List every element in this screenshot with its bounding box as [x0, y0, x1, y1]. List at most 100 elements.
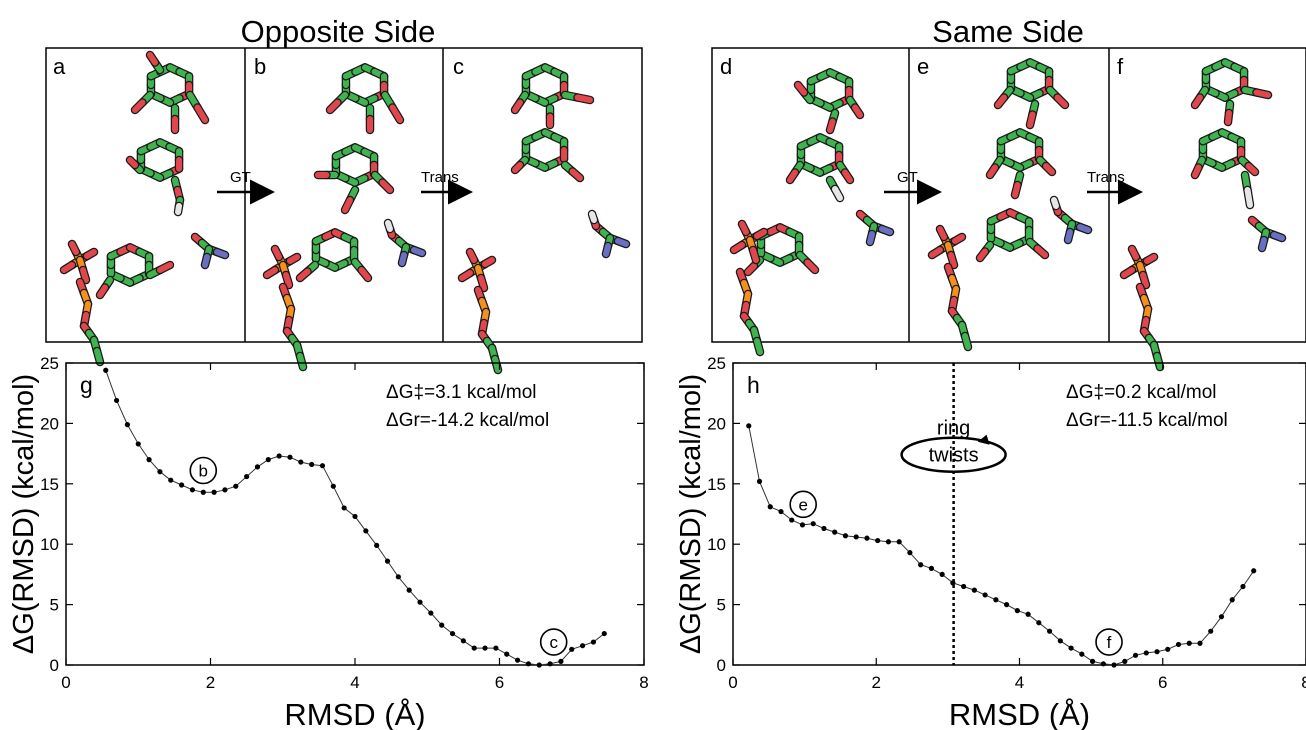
data-point: [993, 597, 999, 603]
data-point: [1025, 611, 1031, 617]
data-point: [189, 487, 196, 493]
data-point: [157, 469, 163, 475]
data-point: [1111, 662, 1117, 668]
arrow-trans-left: Trans: [421, 169, 473, 205]
state-marker-label: f: [1107, 633, 1112, 652]
data-point: [746, 423, 752, 429]
data-point: [276, 453, 282, 459]
x-tick-label: 0: [61, 673, 70, 692]
rotation-arrowhead-icon: [977, 434, 990, 445]
ring-label: ring: [937, 418, 970, 440]
svg-text:Trans: Trans: [1087, 169, 1125, 186]
data-point: [558, 658, 564, 664]
data-point: [767, 504, 773, 510]
y-tick-label: 25: [707, 354, 726, 373]
data-point: [1014, 608, 1020, 614]
y-tick-label: 0: [50, 656, 59, 675]
data-point: [1229, 597, 1235, 603]
data-point: [982, 592, 988, 598]
y-tick-label: 20: [707, 414, 726, 433]
arrow-gt-right: GT: [884, 169, 942, 205]
plot-h: 0 2 4 6 8 0 5 10 15 20 25 RMSD (Å) ΔG(RMSD) (kcal/mo…: [675, 354, 1306, 730]
y-tick-label: 5: [717, 596, 726, 615]
data-point: [374, 542, 380, 549]
molecular-structures: [59, 50, 1287, 375]
data-point: [928, 565, 935, 571]
state-marker-c: [539, 628, 568, 656]
svg-text:Trans: Trans: [421, 169, 459, 186]
data-point: [939, 571, 945, 578]
data-point: [842, 533, 849, 539]
panel-label-e: e: [917, 54, 929, 79]
data-point: [1251, 568, 1257, 574]
data-point: [330, 483, 336, 489]
data-point: [113, 397, 120, 404]
data-point: [135, 441, 141, 447]
data-point: [1122, 658, 1128, 664]
structure-panels-right: d e f: [711, 47, 1306, 343]
barrier-annotation: ΔG‡=0.2 kcal/mol: [1066, 382, 1217, 403]
y-axis-label: ΔG(RMSD) (kcal/mol): [8, 374, 40, 654]
data-point: [756, 478, 763, 484]
data-point: [821, 525, 827, 532]
x-tick-label: 8: [639, 673, 648, 692]
twists-label: twists: [929, 445, 979, 467]
data-point: [569, 646, 575, 652]
y-tick-label: 10: [707, 535, 726, 554]
data-point: [493, 645, 499, 651]
data-point: [233, 483, 239, 489]
data-point: [309, 461, 315, 468]
y-tick-label: 25: [40, 354, 59, 373]
data-point: [1165, 646, 1171, 652]
data-point: [1218, 614, 1225, 620]
x-tick-label: 8: [1301, 673, 1306, 692]
y-tick-label: 15: [40, 475, 59, 494]
data-point: [810, 521, 816, 527]
reaction-annotation: ΔGr=-11.5 kcal/mol: [1066, 410, 1228, 431]
panel-label-a: a: [53, 54, 66, 79]
y-tick-label: 5: [50, 596, 59, 615]
svg-text:GT: GT: [230, 169, 251, 186]
data-point: [482, 645, 488, 651]
data-point: [222, 487, 228, 493]
plot-frame: [732, 362, 1306, 666]
data-point: [1079, 651, 1085, 657]
data-point: [211, 489, 217, 495]
data-point: [319, 463, 326, 469]
data-point: [918, 562, 924, 568]
data-point: [1132, 652, 1139, 658]
data-point: [1089, 658, 1096, 664]
data-point: [1143, 650, 1149, 656]
data-point: [1175, 641, 1182, 648]
data-point: [200, 489, 206, 495]
data-point: [1186, 640, 1192, 646]
panel-label-g: g: [80, 372, 93, 398]
data-point: [439, 622, 445, 628]
data-point: [1154, 649, 1160, 655]
state-marker-b: [189, 456, 218, 485]
data-point: [352, 513, 358, 520]
data-point: [1004, 602, 1010, 608]
data-point: [971, 587, 977, 593]
data-point: [590, 639, 597, 645]
data-point: [579, 643, 586, 649]
data-point: [875, 537, 881, 544]
x-tick-label: 6: [495, 673, 504, 692]
data-point: [244, 473, 250, 480]
state-marker-label: c: [549, 633, 558, 652]
data-point: [514, 657, 521, 663]
data-point: [778, 508, 784, 515]
data-point: [1208, 628, 1214, 634]
x-tick-label: 0: [728, 673, 737, 692]
data-point: [341, 505, 347, 511]
data-point: [885, 539, 892, 545]
data-point: [601, 630, 607, 637]
data-point: [853, 534, 859, 540]
data-point: [547, 661, 553, 667]
data-point: [832, 529, 838, 535]
title-same-side: Same Side: [932, 14, 1084, 49]
x-tick-label: 4: [1015, 673, 1024, 692]
data-point: [525, 661, 532, 667]
y-tick-label: 0: [717, 656, 726, 675]
